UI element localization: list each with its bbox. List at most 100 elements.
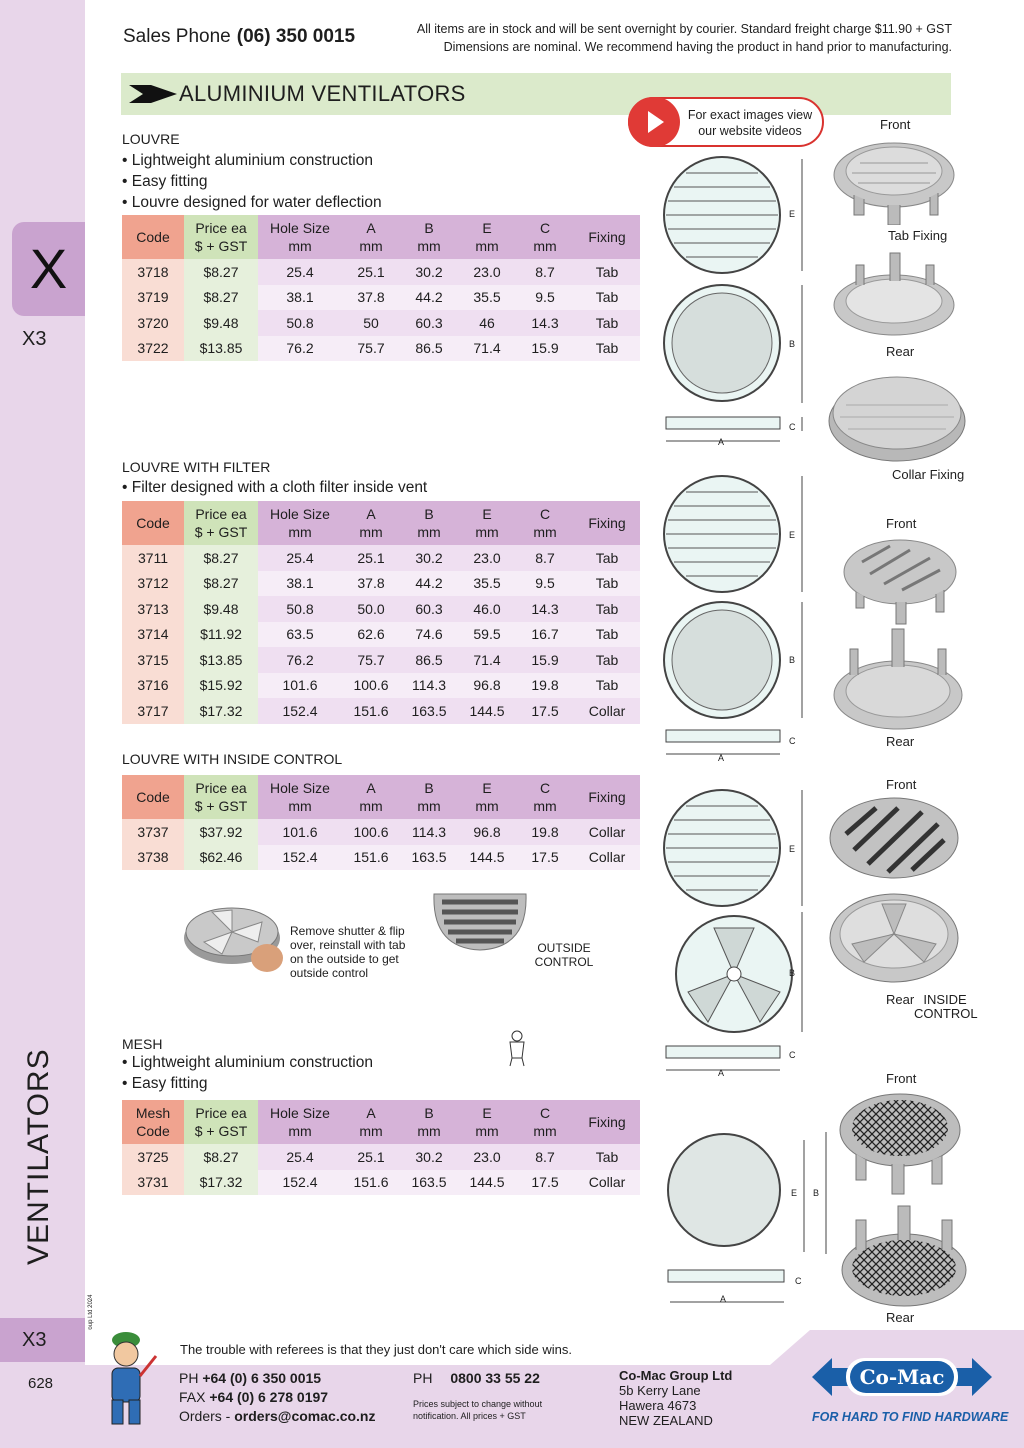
- bullet: • Easy fitting: [122, 173, 208, 190]
- table-row: 3719 $8.27 38.1 37.8 44.2 35.5 9.5 Tab: [122, 284, 640, 310]
- comac-logo[interactable]: Co-Mac: [812, 1352, 992, 1402]
- header-text: mm: [475, 524, 499, 540]
- label-rear: Rear: [886, 344, 915, 359]
- product-code[interactable]: 3712: [122, 570, 184, 596]
- price-cell: $11.92: [184, 621, 258, 647]
- spec-cell: 100.6: [342, 819, 400, 845]
- phone-number[interactable]: +64 (0) 6 350 0015: [202, 1370, 322, 1386]
- spec-cell: 152.4: [258, 844, 342, 870]
- product-code[interactable]: 3711: [122, 545, 184, 571]
- header-text: Price ea: [195, 506, 247, 522]
- product-code[interactable]: 3731: [122, 1169, 184, 1195]
- column-header: Price ea $ + GST: [184, 1100, 258, 1144]
- product-code[interactable]: 3717: [122, 698, 184, 724]
- product-code[interactable]: 3716: [122, 672, 184, 698]
- product-code[interactable]: 3722: [122, 335, 184, 361]
- table-row: 3714 $11.92 63.5 62.6 74.6 59.5 16.7 Tab: [122, 621, 640, 647]
- spec-cell: 101.6: [258, 819, 342, 845]
- spec-cell: 17.5: [516, 698, 574, 724]
- product-code[interactable]: 3738: [122, 844, 184, 870]
- header-text: $ + GST: [194, 798, 248, 814]
- control-front-photo: [829, 797, 959, 879]
- dim-label-c: C: [789, 736, 796, 746]
- spec-cell: 46: [458, 310, 516, 336]
- header-text: Code: [136, 229, 170, 245]
- product-code[interactable]: 3718: [122, 259, 184, 285]
- video-link[interactable]: For exact images view our website videos: [628, 97, 824, 147]
- header-text: mm: [288, 238, 312, 254]
- price-cell: $8.27: [184, 545, 258, 571]
- price-cell: $9.48: [184, 310, 258, 336]
- spec-cell: 60.3: [400, 596, 458, 622]
- header-text: Hole Size: [270, 780, 330, 796]
- dim-label-e: E: [789, 530, 796, 540]
- product-code[interactable]: 3713: [122, 596, 184, 622]
- sales-phone: Sales Phone (06) 350 0015: [123, 26, 355, 48]
- heading-filter: LOUVRE WITH FILTER: [122, 459, 271, 475]
- orders-email[interactable]: orders@comac.co.nz: [234, 1408, 376, 1424]
- spec-cell: 30.2: [400, 259, 458, 285]
- product-code[interactable]: 3715: [122, 647, 184, 673]
- header-text: E: [482, 1105, 492, 1121]
- label-front: Front: [886, 1071, 917, 1086]
- dim-label-a: A: [718, 437, 725, 447]
- spec-cell: Tab: [574, 621, 640, 647]
- header-text: Hole Size: [270, 506, 330, 522]
- label-inside-control: INSIDE CONTROL: [914, 992, 978, 1021]
- table-row: 3716 $15.92 101.6 100.6 114.3 96.8 19.8 Tab: [122, 672, 640, 698]
- mesh-drawing: [667, 1132, 827, 1303]
- product-code[interactable]: 3737: [122, 819, 184, 845]
- spec-cell: 44.2: [400, 284, 458, 310]
- column-header: Fixing: [574, 215, 640, 259]
- spec-cell: 16.7: [516, 621, 574, 647]
- column-header: Price ea $ + GST: [184, 215, 258, 259]
- footer-joke: The trouble with referees is that they j…: [180, 1342, 572, 1357]
- spec-cell: Tab: [574, 545, 640, 571]
- heading-louvre: LOUVRE: [122, 131, 180, 147]
- spec-cell: 60.3: [400, 310, 458, 336]
- spec-cell: 86.5: [400, 647, 458, 673]
- header-text: Code: [136, 789, 170, 805]
- freephone-number[interactable]: 0800 33 55 22: [450, 1370, 540, 1386]
- spec-cell: 86.5: [400, 335, 458, 361]
- spec-cell: 63.5: [258, 621, 342, 647]
- header-text: A: [366, 506, 376, 522]
- header-text: B: [424, 1105, 434, 1121]
- product-code[interactable]: 3714: [122, 621, 184, 647]
- logo-text: Co-Mac: [860, 1365, 945, 1389]
- spec-cell: Tab: [574, 672, 640, 698]
- spec-cell: 101.6: [258, 672, 342, 698]
- footer-contacts: PH +64 (0) 6 350 0015 FAX +64 (0) 6 278 …: [179, 1369, 376, 1426]
- slogan: FOR HARD TO FIND HARDWARE: [812, 1410, 1009, 1424]
- spec-cell: 15.9: [516, 335, 574, 361]
- mascot-icon: [509, 1030, 525, 1067]
- dim-label-a: A: [718, 753, 725, 763]
- spec-cell: 19.8: [516, 819, 574, 845]
- spec-cell: Tab: [574, 596, 640, 622]
- label-rear: Rear: [886, 734, 915, 749]
- column-header: Hole Size mm: [258, 215, 342, 259]
- bullets-filter: • Filter designed with a cloth filter in…: [122, 477, 427, 498]
- page-title: ALUMINIUM VENTILATORS: [179, 81, 466, 106]
- section-code-bottom: X3: [0, 1318, 85, 1362]
- dim-label-e: E: [789, 844, 796, 854]
- header-text: mm: [288, 798, 312, 814]
- table-row: 3725 $8.27 25.4 25.1 30.2 23.0 8.7 Tab: [122, 1144, 640, 1170]
- ph2-label: PH: [413, 1370, 433, 1386]
- spec-cell: Collar: [574, 819, 640, 845]
- header-text: mm: [475, 798, 499, 814]
- product-code[interactable]: 3719: [122, 284, 184, 310]
- sales-number[interactable]: (06) 350 0015: [236, 26, 356, 47]
- heading-mesh: MESH: [122, 1036, 163, 1052]
- section-tab[interactable]: X: [12, 222, 85, 316]
- spec-cell: 151.6: [342, 1169, 400, 1195]
- spec-cell: 23.0: [458, 545, 516, 571]
- spec-cell: 152.4: [258, 1169, 342, 1195]
- product-code[interactable]: 3725: [122, 1144, 184, 1170]
- product-code[interactable]: 3720: [122, 310, 184, 336]
- spec-cell: 74.6: [400, 621, 458, 647]
